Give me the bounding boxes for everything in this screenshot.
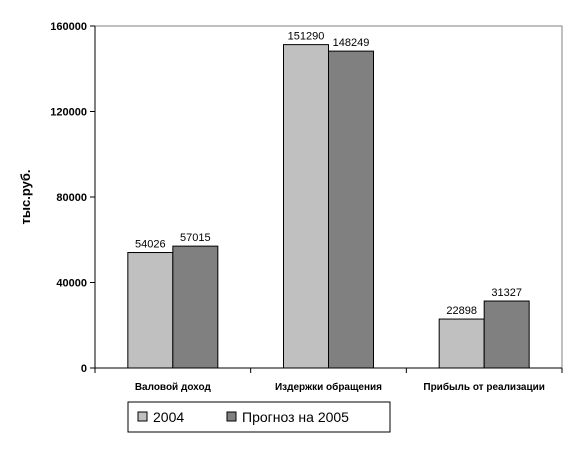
bar [438,318,485,369]
y-tick-label: 120000 [50,107,87,119]
data-label: 31327 [491,287,522,299]
data-label: 54026 [135,239,166,251]
legend-swatch [137,411,148,422]
legend: 2004 Прогноз на 2005 [127,401,391,433]
data-label: 22898 [446,305,477,317]
data-label: 148249 [333,37,370,49]
bar [328,50,374,369]
legend-label: Прогноз на 2005 [242,409,349,425]
bar [483,300,530,369]
y-axis-title: тыс.руб. [18,170,33,225]
y-tick-label: 40000 [56,278,87,290]
y-tick-label: 0 [81,363,87,375]
legend-swatch [226,411,237,422]
data-label: 57015 [180,232,211,244]
legend-box [127,401,391,433]
y-tick-label: 80000 [56,192,87,204]
x-tick-label: Валовой доход [135,382,212,393]
x-tick-label: Прибыль от реализации [423,381,545,393]
legend-label: 2004 [153,409,184,425]
bar [172,245,219,369]
bar [127,252,174,369]
data-label: 151290 [288,31,325,43]
x-tick-label: Издержки обращения [275,381,382,393]
y-tick-label: 160000 [50,21,87,33]
bar [283,44,329,369]
plot-area: 0 40000 80000 120000 160000 54026 57015 Валовой… [50,21,563,393]
